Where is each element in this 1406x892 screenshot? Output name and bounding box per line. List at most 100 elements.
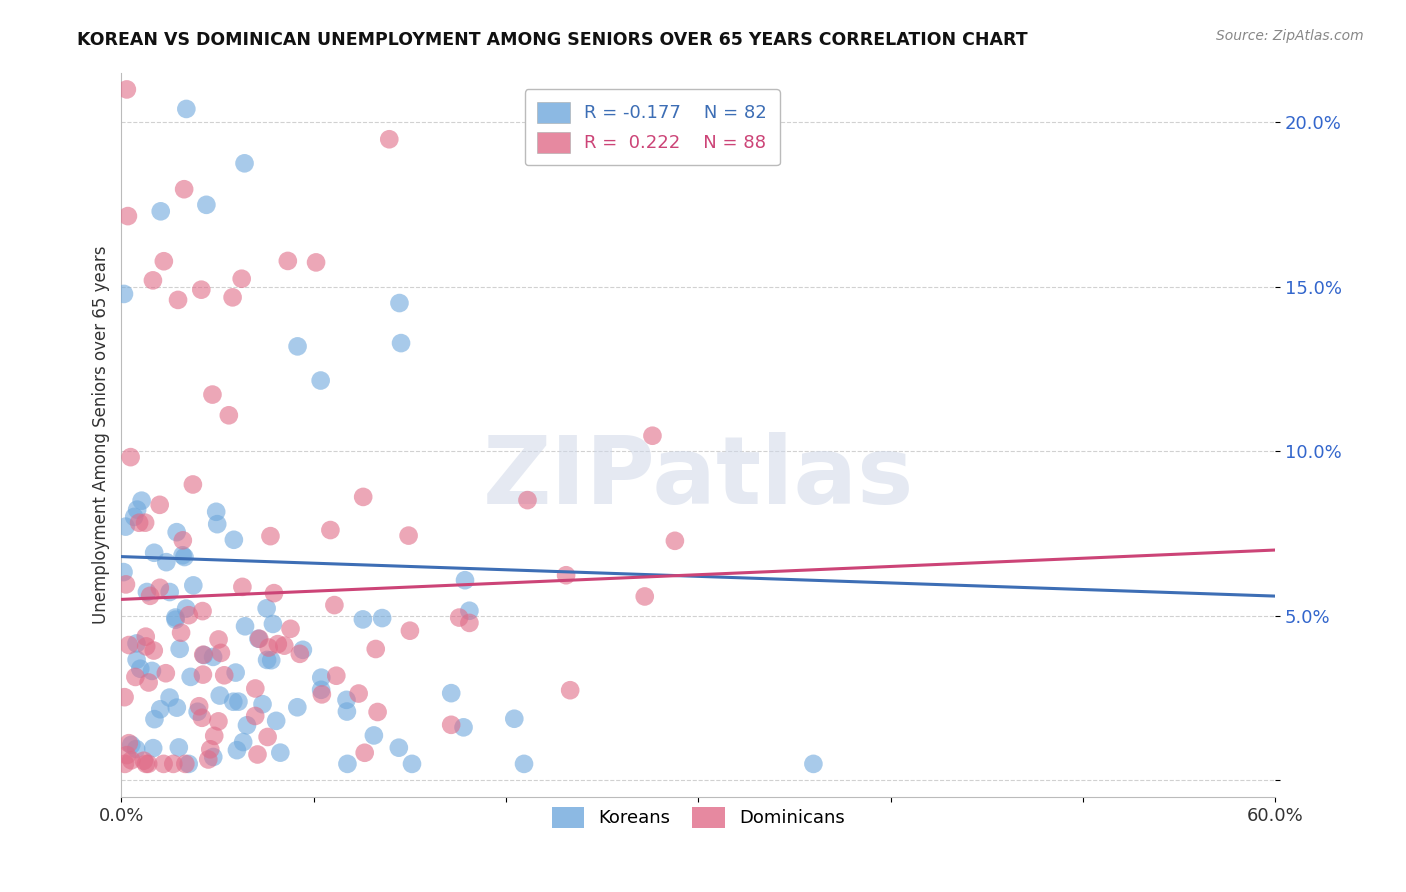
Point — [112, 565, 135, 579]
Point — [634, 590, 657, 604]
Point — [141, 664, 163, 678]
Point — [256, 601, 278, 615]
Point — [142, 273, 165, 287]
Point — [218, 409, 240, 423]
Point — [202, 729, 225, 743]
Point — [174, 601, 197, 615]
Point — [165, 613, 187, 627]
Point — [167, 293, 190, 307]
Point — [143, 712, 166, 726]
Point — [347, 687, 370, 701]
Point — [453, 720, 475, 734]
Point — [139, 589, 162, 603]
Point — [367, 705, 389, 719]
Point — [364, 642, 387, 657]
Point — [309, 682, 332, 697]
Point — [247, 632, 270, 646]
Point — [197, 752, 219, 766]
Point — [454, 573, 477, 587]
Point — [195, 198, 218, 212]
Point — [288, 647, 311, 661]
Point — [190, 283, 212, 297]
Point — [273, 639, 295, 653]
Point — [201, 387, 224, 401]
Point — [115, 577, 138, 591]
Point — [149, 204, 172, 219]
Point — [114, 519, 136, 533]
Point — [231, 271, 253, 285]
Text: ZIPatlas: ZIPatlas — [482, 433, 914, 524]
Point — [159, 585, 181, 599]
Point — [231, 580, 253, 594]
Point — [207, 714, 229, 729]
Point — [181, 477, 204, 491]
Point — [325, 669, 347, 683]
Point — [252, 697, 274, 711]
Point — [114, 690, 136, 705]
Point — [259, 529, 281, 543]
Point — [129, 662, 152, 676]
Point — [257, 640, 280, 655]
Point — [191, 667, 214, 681]
Point — [152, 756, 174, 771]
Point — [225, 665, 247, 680]
Point — [172, 549, 194, 563]
Point — [188, 699, 211, 714]
Text: Source: ZipAtlas.com: Source: ZipAtlas.com — [1216, 29, 1364, 44]
Point — [513, 756, 536, 771]
Point — [335, 693, 357, 707]
Point — [323, 598, 346, 612]
Point — [641, 428, 664, 442]
Point — [118, 736, 141, 750]
Point — [245, 681, 267, 696]
Point — [280, 622, 302, 636]
Point — [202, 750, 225, 764]
Point — [149, 498, 172, 512]
Point — [401, 756, 423, 771]
Point — [319, 523, 342, 537]
Point — [311, 671, 333, 685]
Point — [169, 641, 191, 656]
Point — [200, 742, 222, 756]
Point — [277, 254, 299, 268]
Point — [115, 748, 138, 763]
Point — [287, 339, 309, 353]
Point — [245, 709, 267, 723]
Point — [125, 742, 148, 756]
Point — [153, 254, 176, 268]
Point — [263, 586, 285, 600]
Point — [177, 608, 200, 623]
Point — [191, 604, 214, 618]
Point — [159, 690, 181, 705]
Point — [181, 578, 204, 592]
Point — [503, 712, 526, 726]
Point — [193, 648, 215, 662]
Point — [180, 670, 202, 684]
Point — [120, 450, 142, 464]
Point — [233, 619, 256, 633]
Point — [363, 728, 385, 742]
Text: KOREAN VS DOMINICAN UNEMPLOYMENT AMONG SENIORS OVER 65 YEARS CORRELATION CHART: KOREAN VS DOMINICAN UNEMPLOYMENT AMONG S… — [77, 31, 1028, 49]
Point — [117, 209, 139, 223]
Point — [449, 610, 471, 624]
Point — [353, 746, 375, 760]
Point — [135, 640, 157, 654]
Point — [135, 630, 157, 644]
Point — [127, 502, 149, 516]
Point — [256, 653, 278, 667]
Point — [125, 636, 148, 650]
Point — [143, 546, 166, 560]
Point — [378, 132, 401, 146]
Point — [135, 585, 157, 599]
Point — [336, 705, 359, 719]
Point — [131, 493, 153, 508]
Point — [305, 255, 328, 269]
Point — [149, 702, 172, 716]
Point — [155, 555, 177, 569]
Point — [803, 756, 825, 771]
Point — [352, 612, 374, 626]
Point — [440, 718, 463, 732]
Point — [311, 687, 333, 701]
Point — [172, 533, 194, 548]
Point — [118, 638, 141, 652]
